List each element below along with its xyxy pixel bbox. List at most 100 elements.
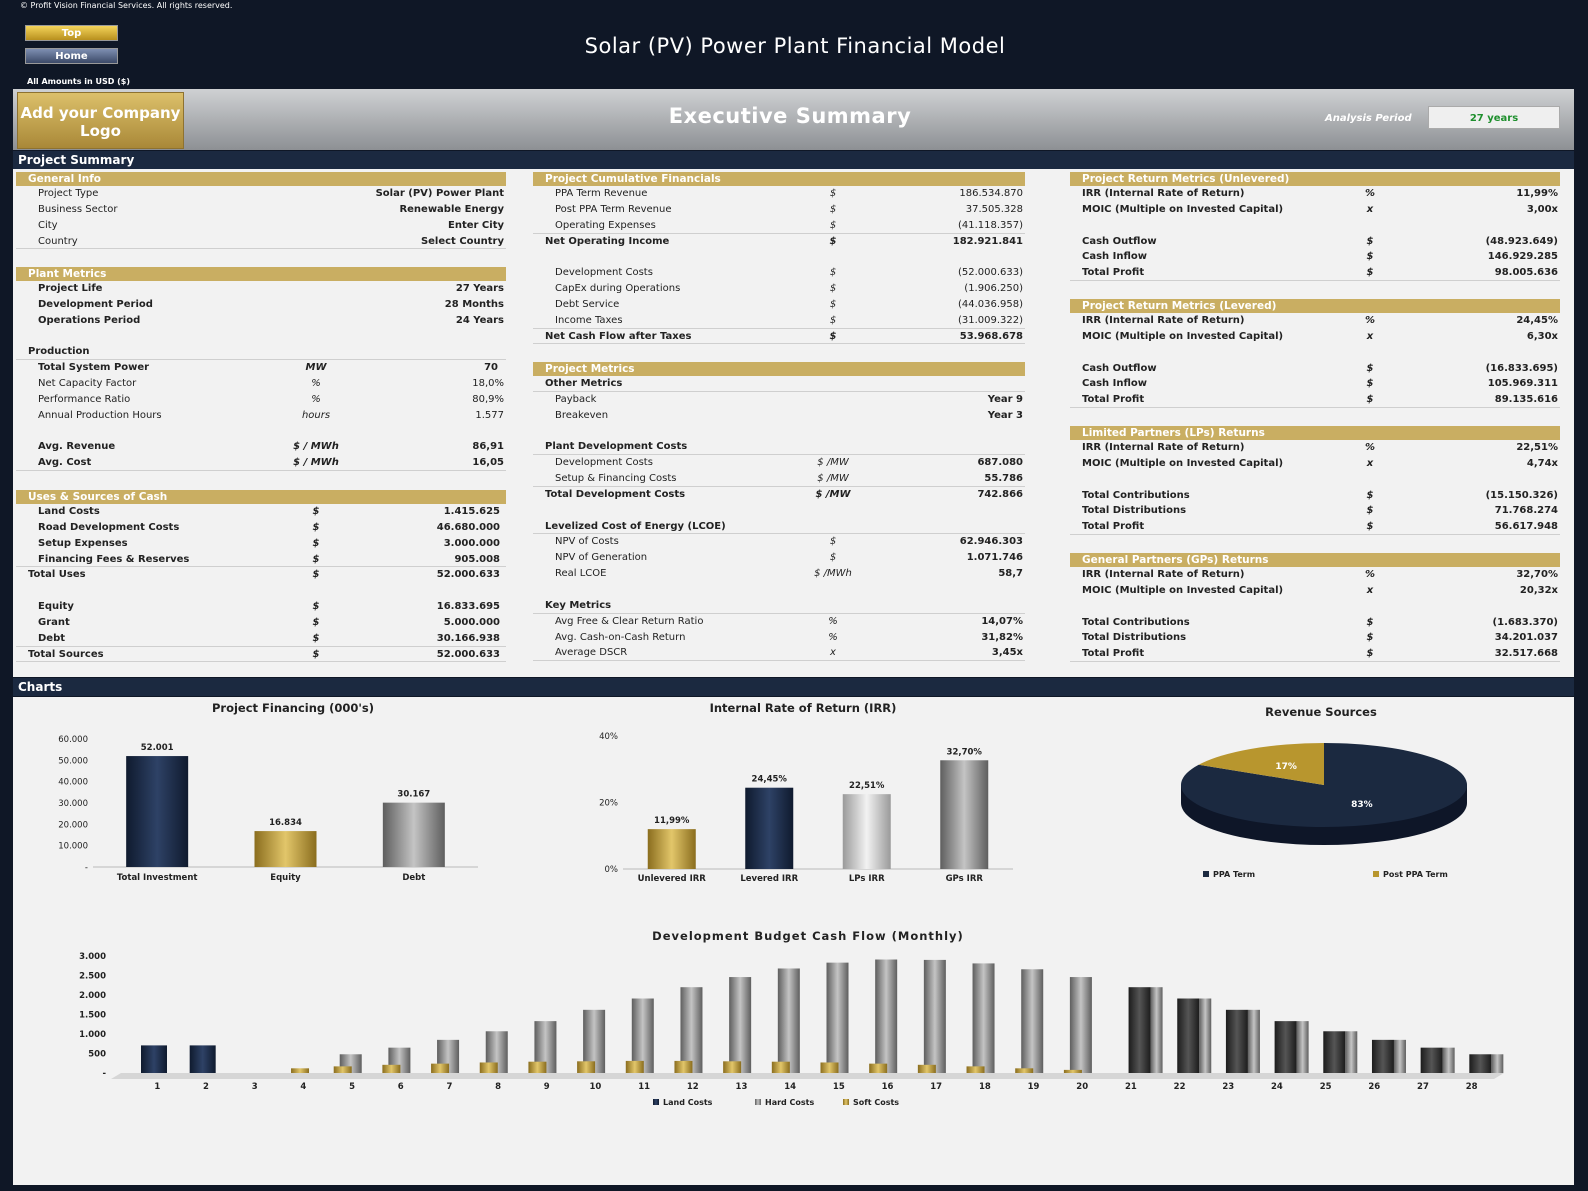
row-unit: $ /MW: [817, 473, 849, 485]
row-unit: x: [1366, 457, 1374, 469]
row-value: 58,7: [998, 568, 1023, 580]
bar: [1323, 1031, 1346, 1073]
row-value: (48.923.649): [1485, 235, 1558, 247]
row-value: 16.833.695: [436, 601, 500, 613]
panel-header: Project Metrics: [533, 362, 1025, 376]
row-label: Annual Production Hours: [38, 409, 162, 421]
row-unit: x: [1366, 584, 1374, 596]
row-label: Post PPA Term Revenue: [555, 203, 672, 215]
x-tick-label: 20: [1076, 1082, 1088, 1092]
row-label: Financing Fees & Reserves: [38, 553, 190, 565]
y-tick-label: 1.500: [79, 1011, 106, 1021]
row-value: 31,82%: [981, 631, 1023, 643]
row-label: PPA Term Revenue: [555, 188, 648, 199]
row-value: 80,9%: [472, 393, 504, 405]
country-select[interactable]: Select Country: [420, 235, 504, 247]
row-label: Road Development Costs: [38, 521, 180, 533]
legend-label: Hard Costs: [765, 1098, 815, 1107]
row-value: 22,51%: [1516, 442, 1558, 453]
legend-swatch: [843, 1099, 849, 1105]
x-tick-label: 5: [349, 1082, 355, 1092]
x-tick-label: 11: [638, 1082, 650, 1092]
company-logo-placeholder[interactable]: Add your Company Logo: [17, 92, 184, 149]
panel-header: Limited Partners (LPs) Returns: [1070, 426, 1560, 440]
row-value: 1.415.625: [443, 506, 500, 517]
top-button[interactable]: Top: [25, 25, 118, 41]
row-label: Avg. Cash-on-Cash Return: [555, 631, 686, 643]
row-value: 34.201.037: [1494, 632, 1558, 644]
row-value: Year 3: [987, 409, 1023, 421]
legend-label: PPA Term: [1213, 870, 1255, 879]
row-unit: $: [829, 552, 837, 564]
home-button[interactable]: Home: [25, 48, 118, 64]
bar: [923, 959, 946, 1073]
analysis-period-value[interactable]: 27 years: [1428, 106, 1560, 129]
panel-header: Project Return Metrics (Levered): [1070, 299, 1560, 313]
row-label: Equity: [38, 601, 74, 613]
row-label: Debt: [38, 632, 66, 644]
row-value: 89.135.616: [1494, 394, 1558, 406]
bar: [647, 829, 696, 869]
row-value: 905.008: [454, 553, 500, 565]
bar: [625, 1060, 644, 1073]
row-value: 37.505.328: [965, 203, 1023, 215]
chart-title: Development Budget Cash Flow (Monthly): [652, 929, 964, 943]
row-label: Total Development Costs: [545, 488, 686, 500]
row-value: (1.683.370): [1492, 616, 1558, 628]
row-value: 16,05: [472, 457, 504, 469]
bar: [528, 1061, 547, 1073]
row-value: 742.866: [977, 488, 1023, 500]
row-unit: $ / MWh: [293, 457, 339, 469]
row-unit: $: [312, 601, 320, 613]
row-label: Total System Power: [38, 362, 150, 374]
plant-metrics-panel: Plant Metrics Project Life 27 Years Devel…: [16, 267, 506, 472]
units-note: All Amounts in USD ($): [27, 77, 131, 86]
section-project-summary: Project Summary: [13, 151, 1574, 169]
bar: [875, 959, 898, 1073]
row-label: Cash Inflow: [1082, 378, 1147, 390]
row-value: 4,74x: [1526, 457, 1558, 469]
row-value: 1.071.746: [966, 552, 1023, 564]
row-label: Avg. Cost: [38, 457, 92, 469]
bar: [1021, 969, 1044, 1073]
row-label: Development Costs: [555, 267, 653, 279]
page-title: Solar (PV) Power Plant Financial Model: [584, 34, 1006, 58]
row-value: 53.968.678: [959, 330, 1023, 342]
banner-title: Executive Summary: [668, 104, 912, 128]
bar: [254, 831, 317, 867]
row-label: Avg Free & Clear Return Ratio: [555, 615, 704, 627]
y-tick-label: 20.000: [58, 820, 88, 830]
row-label: Project Life: [38, 283, 103, 294]
row-value: Solar (PV) Power Plant: [375, 188, 504, 199]
gps-returns-panel: General Partners (GPs) Returns IRR (Inter…: [1070, 553, 1560, 663]
x-tick-label: 19: [1028, 1082, 1040, 1092]
row-label: Total Profit: [1082, 521, 1145, 533]
bar: [431, 1063, 450, 1073]
row-label: Total Contributions: [1082, 616, 1190, 628]
row-unit: $: [829, 283, 837, 295]
row-unit: $ / MWh: [293, 441, 339, 453]
bar: [1442, 1047, 1455, 1073]
row-unit: $: [312, 537, 320, 549]
row-label: MOIC (Multiple on Invested Capital): [1082, 457, 1284, 469]
legend-label: Land Costs: [663, 1098, 713, 1107]
row-label: IRR (Internal Rate of Return): [1082, 442, 1245, 453]
bar: [1469, 1054, 1492, 1073]
x-tick-label: 16: [882, 1082, 894, 1092]
row-value: 55.786: [984, 473, 1023, 485]
row-unit: $: [312, 616, 320, 628]
row-unit: %: [828, 631, 838, 643]
row-value: 687.080: [977, 457, 1023, 469]
row-value: 24,45%: [1516, 315, 1558, 326]
row-value: (41.118.357): [957, 219, 1023, 231]
bar: [333, 1066, 352, 1073]
y-tick-label: 40.000: [58, 778, 88, 788]
bar: [869, 1063, 888, 1073]
row-label: Total Contributions: [1082, 489, 1190, 501]
row-label: Cash Outflow: [1082, 235, 1157, 247]
row-value: 28 Months: [444, 298, 504, 310]
row-unit: $: [829, 235, 837, 247]
city-input[interactable]: Enter City: [448, 219, 504, 231]
bar: [534, 1021, 557, 1073]
bar: [972, 963, 995, 1073]
